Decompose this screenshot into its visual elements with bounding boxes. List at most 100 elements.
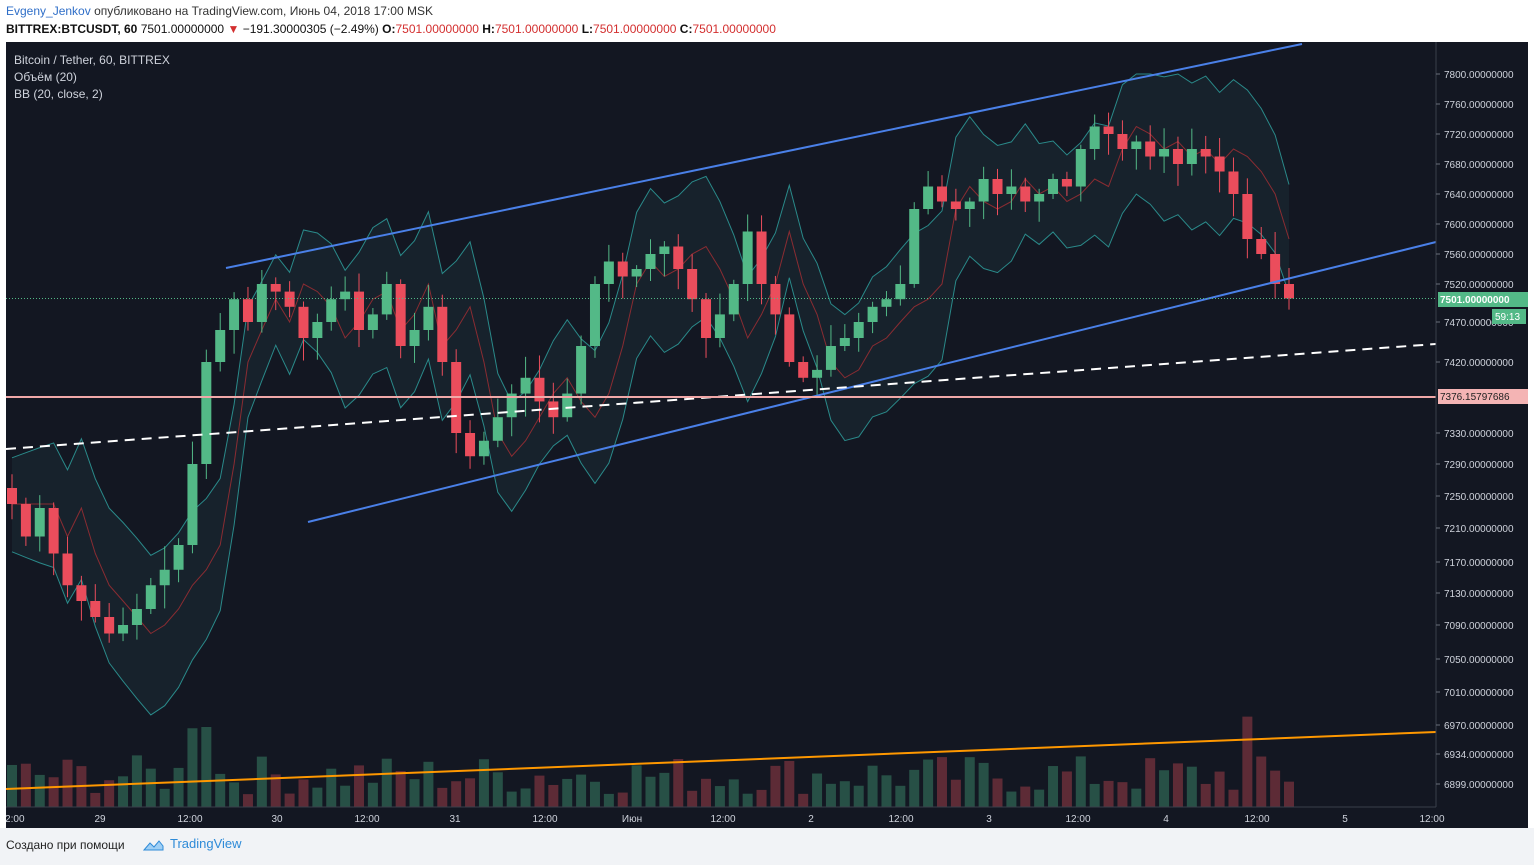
price-tick-label: 7010.00000000	[1444, 688, 1514, 699]
chart-header: Evgeny_Jenkov опубликовано на TradingVie…	[0, 0, 1534, 42]
tradingview-link[interactable]: TradingView	[142, 836, 242, 852]
candle-body	[62, 553, 73, 586]
volume-bar	[173, 767, 184, 807]
volume-bar	[992, 778, 1003, 807]
volume-bar	[576, 774, 587, 807]
price-tick-label: 7330.00000000	[1444, 429, 1514, 440]
candle-body	[478, 440, 489, 457]
price-axis-bg	[1436, 42, 1528, 807]
time-tick-label: 31	[449, 814, 461, 825]
volume-bar	[645, 776, 656, 807]
price-tick-label: 7600.00000000	[1444, 220, 1514, 231]
time-tick-label: 12:00	[177, 814, 202, 825]
time-tick-label: 12:00	[710, 814, 735, 825]
candle-body	[798, 362, 809, 378]
candle-body	[1242, 194, 1253, 239]
volume-bar	[34, 774, 45, 807]
candle-body	[1131, 141, 1142, 149]
volume-bar	[798, 793, 809, 807]
candle-body	[1089, 126, 1100, 149]
volume-bar	[714, 786, 725, 807]
candle-body	[423, 306, 434, 330]
candle-body	[1117, 134, 1128, 149]
time-tick-label: Июн	[622, 814, 642, 825]
candle-body	[589, 284, 600, 346]
candle-body	[256, 284, 267, 322]
last-price: 7501.00000000	[140, 22, 225, 36]
candle-body	[770, 284, 781, 315]
volume-bar	[909, 769, 920, 807]
volume-bar	[284, 793, 295, 807]
candle-body	[562, 393, 573, 418]
bb-lower	[11, 193, 1290, 716]
volume-bar	[617, 792, 628, 807]
volume-bar	[1103, 780, 1114, 807]
candle-body	[839, 338, 850, 346]
price-tick-label: 7470.00000000	[1444, 318, 1514, 329]
candle-body	[395, 284, 406, 346]
support-price-label: 7376.15797686	[1440, 392, 1510, 403]
volume-bar	[145, 768, 156, 807]
volume-bar	[104, 780, 115, 807]
volume-bar	[187, 728, 198, 807]
price-chart[interactable]: 6899.00000000 6934.00000000 6970.00000000 7…	[6, 42, 1528, 828]
candle-body	[1034, 194, 1045, 202]
volume-bar	[1284, 781, 1294, 807]
volume-bar	[215, 773, 226, 807]
open-label: O:	[382, 22, 396, 36]
volume-bar	[1034, 789, 1045, 807]
volume-bar	[256, 756, 267, 807]
candle-body	[923, 186, 934, 209]
volume-bar	[159, 788, 170, 807]
candle-body	[90, 601, 101, 617]
candle-body	[1228, 171, 1239, 194]
price-tick-label: 7720.00000000	[1444, 130, 1514, 141]
time-tick-label: 3	[986, 814, 992, 825]
candle-body	[104, 617, 115, 634]
channel-upper-line	[225, 43, 1303, 269]
bb-upper	[11, 73, 1290, 556]
candle-body	[1145, 141, 1156, 157]
time-axis-bg	[6, 807, 1528, 828]
candle-body	[409, 330, 420, 346]
volume-bar	[1006, 791, 1017, 807]
candle-body	[492, 417, 503, 441]
author-link[interactable]: Evgeny_Jenkov	[6, 4, 91, 18]
candle-body	[520, 377, 531, 394]
volume-bar	[367, 782, 378, 807]
volume-bar	[923, 759, 934, 807]
candle-body	[1270, 254, 1281, 284]
candle-body	[131, 609, 142, 625]
candle-body	[1200, 149, 1211, 157]
candle-body	[867, 306, 878, 322]
price-tick-label: 7420.00000000	[1444, 358, 1514, 369]
volume-bar	[90, 792, 101, 807]
volume-bar	[118, 776, 129, 807]
candle-body	[909, 209, 920, 284]
volume-bar	[534, 775, 545, 807]
candle-body	[825, 346, 836, 370]
high-label: H:	[482, 22, 495, 36]
volume-bar	[1159, 770, 1170, 807]
brand-label: TradingView	[170, 836, 242, 851]
price-tick-label: 6934.00000000	[1444, 750, 1514, 761]
candle-body	[76, 585, 87, 601]
price-tick-label: 7050.00000000	[1444, 655, 1514, 666]
volume-bar	[7, 764, 17, 807]
volume-bar	[770, 765, 781, 807]
volume-bar	[562, 778, 573, 807]
volume-bar	[1048, 766, 1059, 807]
legend-bb: BB (20, close, 2)	[14, 87, 103, 101]
time-tick-label: 12:00	[354, 814, 379, 825]
volume-bar	[825, 783, 836, 807]
symbol-label: BITTREX:BTCUSDT, 60	[6, 22, 138, 36]
volume-bar	[395, 771, 406, 807]
volume-bar	[673, 758, 684, 807]
volume-bar	[742, 793, 753, 807]
close-value: 7501.00000000	[692, 22, 776, 36]
volume-bar	[978, 762, 989, 807]
candle-body	[701, 299, 712, 338]
volume-bar	[354, 765, 365, 807]
ohlc-line: BITTREX:BTCUSDT, 60 7501.00000000 ▼ −191…	[6, 22, 776, 36]
countdown-label: 59:13	[1495, 312, 1520, 323]
